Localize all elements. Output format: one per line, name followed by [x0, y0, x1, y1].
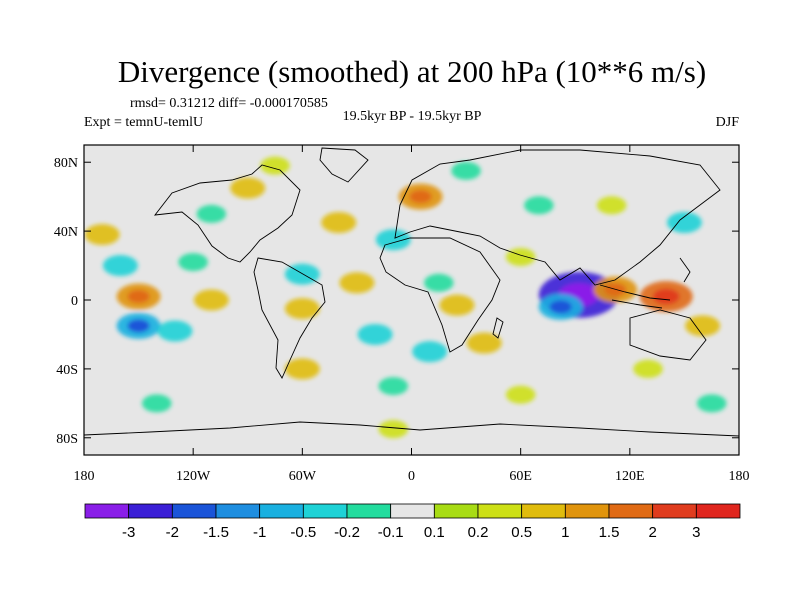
x-tick-label: 120W	[176, 469, 211, 484]
field-blob-core	[409, 190, 432, 204]
field-blob	[378, 377, 409, 396]
x-tick-label: 0	[408, 469, 415, 484]
coastline-madagascar	[492, 317, 504, 339]
field-blob	[666, 212, 702, 233]
colorbar-label: 1.5	[599, 524, 620, 541]
x-tick-label: 120E	[615, 469, 645, 484]
field-blob-core	[652, 288, 680, 305]
colorbar-swatch	[346, 503, 392, 519]
colorbar-swatch	[433, 503, 479, 519]
field-blob	[451, 161, 481, 180]
y-tick-label: 80S	[56, 432, 78, 447]
colorbar-label: -0.5	[290, 524, 316, 541]
colorbar-label: 2	[648, 524, 656, 541]
experiment-label: Expt = temnU-temlU	[84, 115, 203, 130]
x-tick-label: 60E	[509, 469, 532, 484]
field-blob-core	[127, 290, 150, 304]
colorbar-swatch	[128, 503, 173, 519]
field-blob	[339, 272, 375, 294]
field-blob	[196, 204, 227, 223]
field-blob	[505, 385, 536, 404]
x-tick-label: 180	[729, 469, 750, 484]
colorbar-swatch	[477, 503, 523, 519]
x-tick-label: 60W	[289, 469, 317, 484]
field-blob	[466, 332, 502, 354]
field-blob	[378, 420, 409, 439]
colorbar-label: -3	[122, 524, 135, 541]
field-blob	[321, 212, 357, 233]
season-label: DJF	[716, 115, 740, 130]
coastline-eurasia	[394, 149, 721, 286]
coastline-greenland	[319, 147, 369, 183]
y-tick-label: 80N	[54, 156, 78, 171]
field-blob	[696, 394, 727, 413]
field-blob	[685, 315, 721, 337]
colorbar-label: 3	[692, 524, 700, 541]
colorbar-label: 0.2	[468, 524, 489, 541]
field-blob-core	[549, 300, 572, 314]
field-blob	[633, 359, 663, 378]
y-axis: 80N 40N 0 40S 80S	[54, 156, 739, 447]
y-tick-label: 0	[71, 294, 78, 309]
colorbar-label: -1.5	[203, 524, 229, 541]
field-blob	[141, 394, 172, 413]
field-blob	[193, 289, 229, 311]
plot-area	[83, 144, 740, 456]
coastline-australia	[629, 309, 707, 361]
field-blob	[260, 156, 290, 175]
field-blob	[596, 196, 627, 215]
colorbar: -3 -2 -1.5 -1 -0.5 -0.2 -0.1 0.1 0.2 0.5 1 1.5 2 3	[84, 503, 741, 541]
field-blob	[157, 320, 193, 342]
y-tick-label: 40N	[54, 225, 78, 240]
colorbar-label: 0.5	[511, 524, 532, 541]
field-blob	[178, 253, 208, 272]
field-blob	[412, 341, 448, 363]
field-blob	[505, 247, 536, 266]
coastline-africa	[379, 237, 501, 353]
period-label: 19.5kyr BP - 19.5kyr BP	[343, 109, 482, 124]
field-blob	[84, 224, 120, 246]
colorbar-label: -2	[166, 524, 179, 541]
field-blob	[357, 323, 393, 345]
field-blob	[284, 358, 320, 380]
colorbar-swatch	[390, 503, 435, 519]
colorbar-swatch	[171, 503, 217, 519]
field-blob	[375, 229, 411, 251]
colorbar-swatch	[521, 503, 566, 519]
coastline-north-america	[153, 164, 301, 263]
colorbar-label: -1	[253, 524, 266, 541]
coastline-maritime-islands	[599, 257, 691, 309]
colorbar-label: -0.1	[378, 524, 404, 541]
coastline-antarctica	[84, 421, 739, 437]
colorbar-swatch	[302, 503, 348, 519]
coastline-south-america	[253, 257, 326, 379]
field-blob	[423, 273, 454, 292]
field-blob	[230, 177, 266, 199]
colorbar-label: 0.1	[424, 524, 445, 541]
field-blob	[439, 294, 475, 316]
x-tick-label: 180	[74, 469, 95, 484]
colorbar-label: 1	[561, 524, 569, 541]
x-axis: 180 120W 60W 0 60E 120E 180	[74, 145, 750, 484]
colorbar-swatch	[652, 503, 697, 519]
stats-label: rmsd= 0.31212 diff= -0.000170585	[130, 96, 328, 111]
divergence-field	[84, 156, 727, 439]
y-tick-label: 40S	[56, 363, 78, 378]
chart-title: Divergence (smoothed) at 200 hPa (10**6 …	[118, 54, 706, 89]
field-blob	[284, 298, 320, 320]
colorbar-swatch	[259, 503, 304, 519]
coastlines	[84, 147, 739, 437]
colorbar-swatch	[695, 503, 741, 519]
field-blob-core	[127, 319, 150, 333]
colorbar-swatch	[564, 503, 610, 519]
colorbar-label: -0.2	[334, 524, 360, 541]
colorbar-swatch	[215, 503, 261, 519]
field-blob	[524, 196, 554, 215]
field-blob	[102, 255, 138, 277]
colorbar-swatch	[608, 503, 654, 519]
colorbar-swatch	[84, 503, 130, 519]
